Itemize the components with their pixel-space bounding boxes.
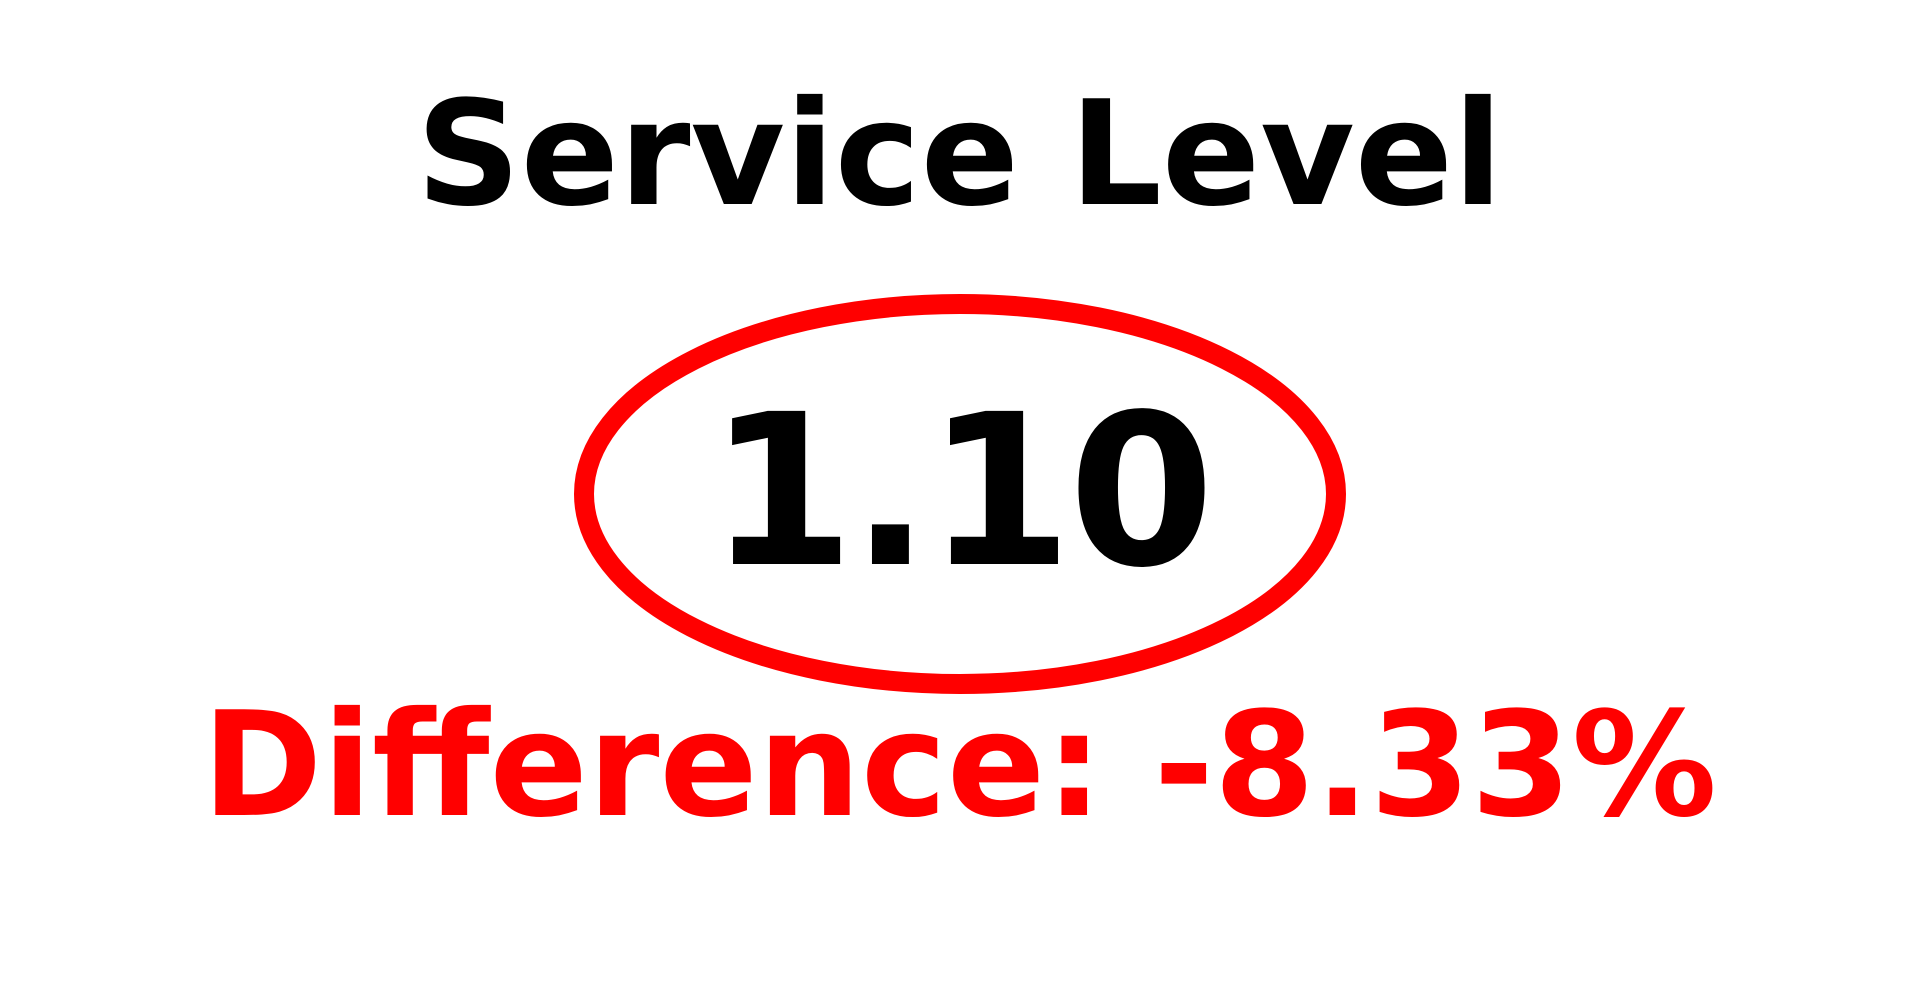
kpi-difference: Difference: -8.33% bbox=[0, 676, 1919, 856]
difference-value: -8.33% bbox=[1153, 681, 1717, 850]
kpi-title: Service Level bbox=[416, 70, 1503, 239]
difference-label: Difference: bbox=[202, 681, 1104, 850]
value-ring-ellipse bbox=[574, 294, 1346, 694]
kpi-value: 1.10 bbox=[708, 369, 1214, 614]
